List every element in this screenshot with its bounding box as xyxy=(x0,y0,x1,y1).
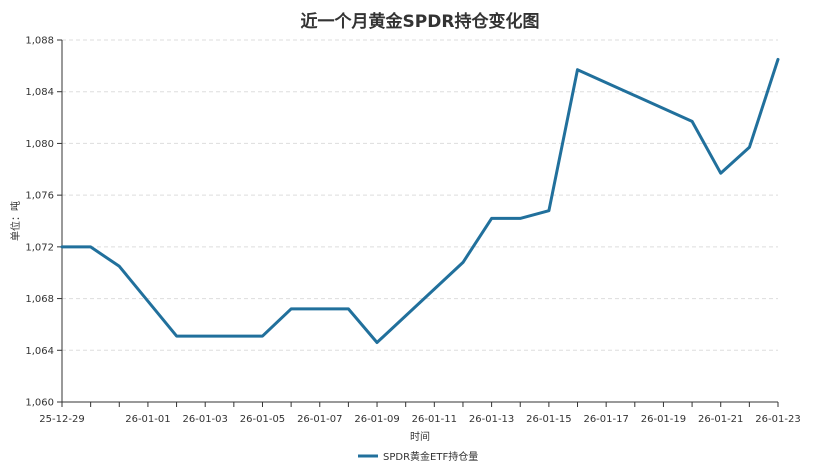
x-tick-label: 26-01-13 xyxy=(469,414,514,425)
x-tick-label: 26-01-07 xyxy=(297,414,342,425)
x-tick-label: 25-12-29 xyxy=(39,414,84,425)
y-tick-label: 1,068 xyxy=(25,294,54,305)
x-tick-label: 26-01-17 xyxy=(583,414,628,425)
x-tick-label: 26-01-21 xyxy=(698,414,743,425)
x-tick-label: 26-01-03 xyxy=(183,414,228,425)
y-tick-label: 1,080 xyxy=(25,139,54,150)
x-tick-label: 26-01-05 xyxy=(240,414,285,425)
x-tick-label: 26-01-15 xyxy=(526,414,571,425)
y-tick-label: 1,084 xyxy=(25,87,54,98)
y-axis-title: 单位：吨 xyxy=(9,201,22,241)
gridlines xyxy=(62,39,778,351)
x-tick-label: 26-01-23 xyxy=(755,414,800,425)
x-tick-label: 26-01-01 xyxy=(125,414,170,425)
x-tick-label: 26-01-09 xyxy=(354,414,399,425)
y-ticks: 1,060 1,064 1,068 1,072 1,076 1,080 1,084 1,088 xyxy=(25,36,62,409)
y-tick-label: 1,076 xyxy=(25,191,54,202)
x-tick-label: 26-01-19 xyxy=(641,414,686,425)
chart-title: 近一个月黄金SPDR持仓变化图 xyxy=(301,11,540,32)
series-lines xyxy=(60,57,780,344)
x-ticks: 25-12-29 26-01-01 26-01-03 26-01-05 26-01-07… xyxy=(39,402,801,425)
y-tick-label: 1,088 xyxy=(25,36,54,47)
y-tick-label: 1,072 xyxy=(25,242,54,253)
y-tick-label: 1,064 xyxy=(25,346,54,357)
y-tick-label: 1,060 xyxy=(25,398,54,409)
axes xyxy=(61,40,778,403)
legend: SPDR黄金ETF持仓量 xyxy=(358,450,478,463)
x-axis-title: 时间 xyxy=(410,430,430,443)
legend-label: SPDR黄金ETF持仓量 xyxy=(383,450,478,463)
series-line xyxy=(60,57,780,344)
x-tick-label: 26-01-11 xyxy=(412,414,457,425)
